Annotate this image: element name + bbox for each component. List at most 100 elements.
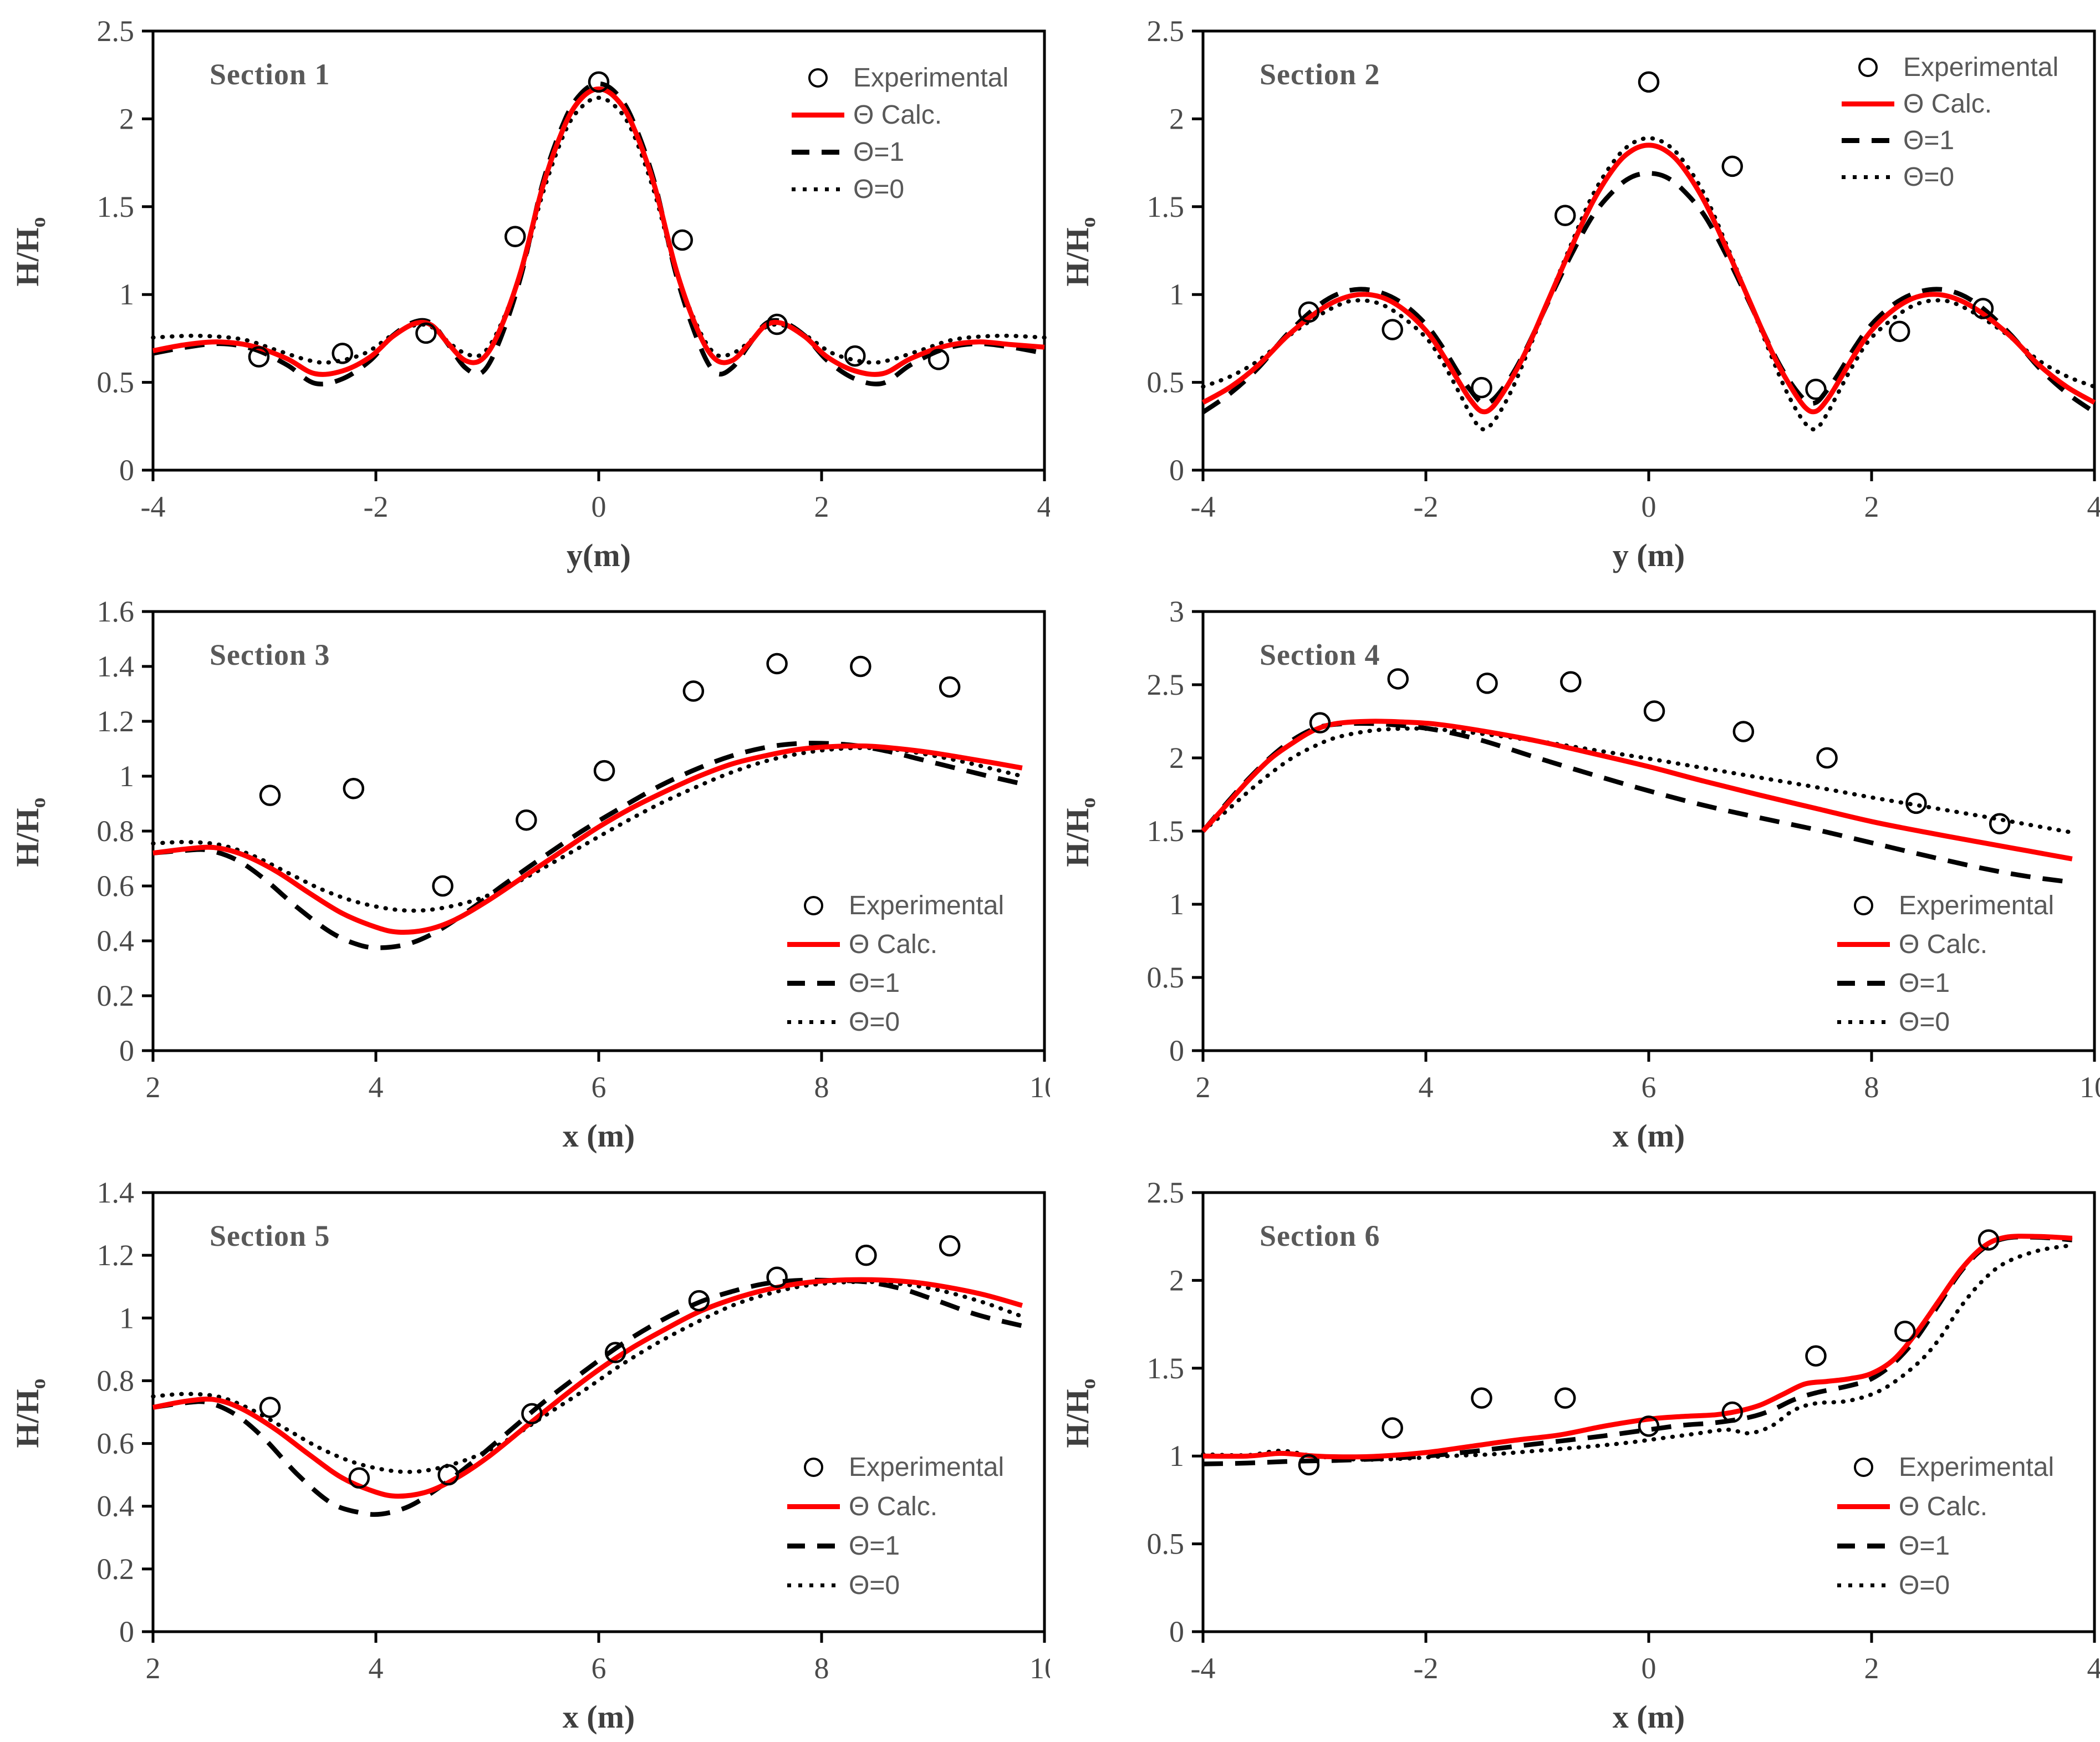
y-tick-label: 0: [1169, 1034, 1184, 1067]
series-line-theta-0: [1201, 1243, 2074, 1462]
y-axis-label-main: H/H: [1059, 1389, 1095, 1448]
series-line-theta-0: [151, 1280, 1024, 1474]
y-tick-label: 0.4: [97, 1490, 135, 1523]
experimental-point: [1471, 376, 1492, 399]
theta-1-line-sample: [1837, 1543, 1890, 1549]
series-line-theta-0: [151, 746, 1024, 913]
series-line-theta-calc: [1201, 142, 2096, 415]
legend-row-theta-0: Θ=0: [1837, 1005, 1950, 1038]
y-tick-label: 2: [119, 102, 134, 135]
legend-marker-experimental-icon: [787, 895, 840, 915]
chart-panel-section-4: 2 4 6 8 10 0 0.5 1 1.5 2 2.5 3 Section 4 x (m) H/Ho…: [1050, 580, 2100, 1162]
legend-marker-theta-0: [792, 187, 844, 191]
theta-0-line-sample: [1837, 1583, 1890, 1587]
x-axis-label: x (m): [562, 1118, 635, 1154]
plot-svg-section-3: 2 4 6 8 10 0 0.2 0.4 0.6 0.8 1 1.2 1.4 1.6: [97, 595, 1051, 1104]
legend-row-theta-calc: Θ Calc.: [1842, 87, 1992, 120]
legend-marker-theta-1: [787, 980, 840, 986]
chart-panel-section-2: -4 -2 0 2 4 0 0.5 1 1.5 2 2.5 Section 2 y (m) H/Ho…: [1050, 0, 2100, 580]
legend-label: Experimental: [1899, 890, 2055, 920]
experimental-point: [1972, 298, 1994, 319]
y-tick-label: 1.5: [97, 190, 135, 223]
legend-marker-theta-calc: [792, 112, 844, 118]
theta-calc-line-sample: [787, 1504, 840, 1509]
y-tick-label: 2: [1169, 102, 1184, 135]
series-line-theta-calc: [152, 743, 1023, 935]
legend-marker-theta-1: [1837, 980, 1890, 986]
legend-marker-theta-1: [1842, 137, 1894, 143]
y-tick-label: 0.2: [97, 1552, 135, 1586]
legend-row-theta-0: Θ=0: [787, 1005, 900, 1038]
legend-label: Θ=1: [849, 1531, 900, 1561]
theta-calc-line-sample: [1842, 101, 1894, 106]
experimental-point: [855, 1244, 877, 1266]
experimental-point: [844, 345, 866, 367]
y-tick-label: 0.5: [1147, 1527, 1185, 1561]
experimental-point: [1638, 71, 1660, 93]
legend-label: Θ=1: [849, 968, 900, 998]
x-tick-label: 4: [369, 1071, 384, 1104]
legend-row-theta-calc: Θ Calc.: [792, 98, 942, 131]
experimental-point: [766, 1266, 788, 1288]
legend-marker-theta-calc: [787, 941, 840, 947]
theta-0-line-sample: [1842, 175, 1894, 179]
series-line-theta-0: [1201, 726, 2074, 835]
chart-panel-section-1: -4 -2 0 2 4 0 0.5 1 1.5 2 2.5 Section 1 y(m) H/Ho …: [0, 0, 1050, 580]
y-tick-label: 2.5: [1147, 1176, 1185, 1209]
experimental-point: [1989, 813, 2011, 835]
experimental-point: [432, 875, 453, 897]
legend-marker-theta-0: [1842, 175, 1894, 179]
x-tick-label: 6: [592, 1652, 606, 1685]
experimental-point: [332, 343, 353, 364]
section-title: Section 6: [1260, 1219, 1380, 1252]
plot-svg-section-2: -4 -2 0 2 4 0 0.5 1 1.5 2 2.5: [1147, 14, 2100, 523]
legend-label: Experimental: [1903, 52, 2059, 82]
legend-marker-theta-calc: [1837, 941, 1890, 947]
y-tick-label: 0.8: [97, 1364, 135, 1397]
x-axis-label: x (m): [1612, 1118, 1685, 1154]
theta-calc-line-sample: [787, 941, 840, 947]
open-circle-icon: [804, 1457, 823, 1477]
plot-frame: [1201, 1191, 2096, 1633]
legend-label: Θ=0: [849, 1007, 900, 1037]
section-title: Section 4: [1260, 638, 1380, 671]
y-tick-label: 0: [119, 1615, 134, 1648]
x-tick-label: 10: [2079, 1071, 2100, 1104]
plot-frame: [1201, 610, 2096, 1052]
legend-label: Experimental: [853, 63, 1009, 93]
series-line-theta-1: [1201, 171, 2096, 414]
x-tick-label: 4: [2087, 1652, 2100, 1685]
x-tick-label: 2: [1196, 1071, 1211, 1104]
legend-marker-experimental-icon: [1837, 1457, 1890, 1477]
y-tick-label: 2: [1169, 741, 1184, 775]
y-tick-label: 1.6: [97, 595, 135, 628]
experimental-point: [1721, 155, 1743, 177]
legend-label: Θ=0: [1899, 1007, 1950, 1037]
x-tick-label: -4: [1191, 1652, 1216, 1685]
theta-calc-line-sample: [1837, 1504, 1890, 1509]
experimental-point: [1805, 1345, 1827, 1367]
experimental-point: [688, 1290, 710, 1312]
theta-1-line-sample: [792, 149, 844, 155]
legend-marker-theta-calc: [787, 1504, 840, 1509]
experimental-point: [348, 1467, 370, 1489]
legend-marker-experimental-icon: [1837, 895, 1890, 915]
y-tick-label: 3: [1169, 595, 1184, 628]
x-tick-label: -2: [364, 490, 389, 523]
experimental-point: [516, 809, 537, 831]
x-tick-label: -2: [1414, 1652, 1439, 1685]
experimental-point: [1382, 1417, 1403, 1439]
y-tick-label: 0.5: [1147, 366, 1185, 399]
legend-label: Θ Calc.: [849, 929, 938, 959]
y-tick-label: 0.6: [97, 869, 135, 903]
y-tick-label: 1.4: [97, 1176, 135, 1209]
x-tick-label: 4: [1419, 1071, 1434, 1104]
open-circle-icon: [1858, 57, 1878, 77]
y-tick-label: 0.6: [97, 1427, 135, 1460]
y-axis-label: H/Ho: [1059, 141, 1105, 363]
y-axis-label-subscript: o: [27, 217, 50, 228]
legend-label: Θ=1: [853, 137, 905, 167]
section-title: Section 3: [210, 638, 330, 671]
y-axis-label-subscript: o: [1077, 217, 1100, 228]
series-line-theta-1: [1202, 1234, 2073, 1466]
